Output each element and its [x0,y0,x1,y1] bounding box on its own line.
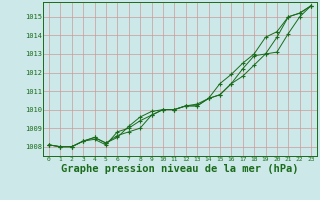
X-axis label: Graphe pression niveau de la mer (hPa): Graphe pression niveau de la mer (hPa) [61,164,299,174]
